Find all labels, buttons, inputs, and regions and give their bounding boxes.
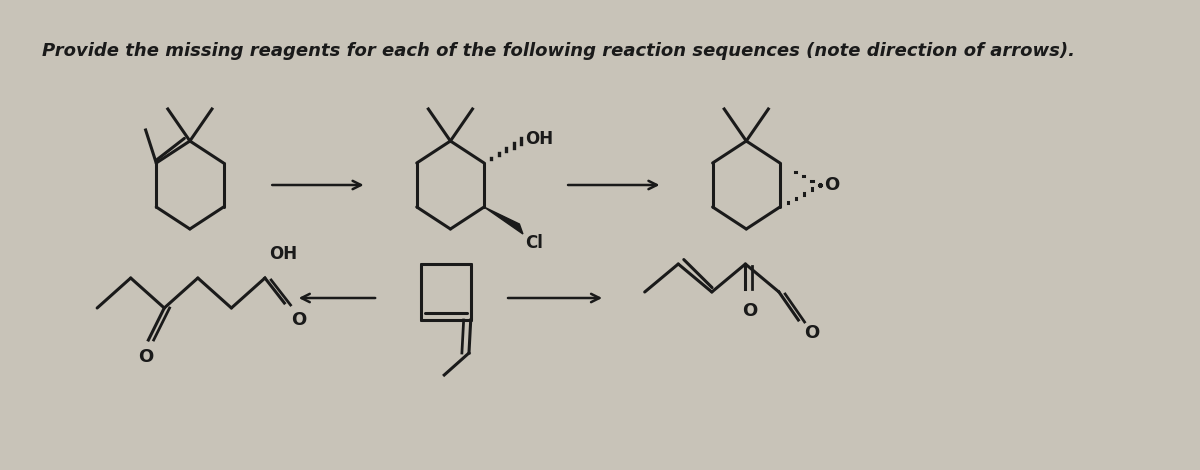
Text: O: O bbox=[292, 311, 307, 329]
Polygon shape bbox=[484, 207, 523, 234]
Text: O: O bbox=[742, 302, 757, 320]
Text: OH: OH bbox=[524, 130, 553, 148]
Text: O: O bbox=[138, 348, 154, 366]
Text: Cl: Cl bbox=[524, 234, 542, 252]
Text: Provide the missing reagents for each of the following reaction sequences (note : Provide the missing reagents for each of… bbox=[42, 42, 1075, 60]
Text: OH: OH bbox=[269, 245, 298, 263]
Text: O: O bbox=[824, 176, 839, 194]
Text: O: O bbox=[804, 324, 820, 342]
